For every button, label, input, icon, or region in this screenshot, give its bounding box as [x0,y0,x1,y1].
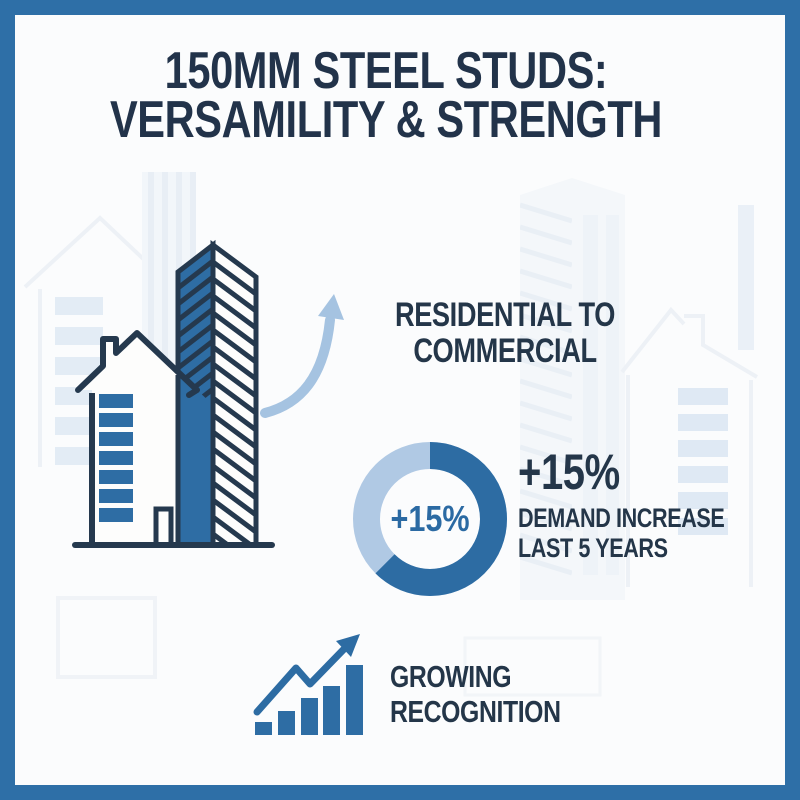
stat-desc-line1: DEMAND INCREASE [518,503,725,533]
watermark-rect-bottom-center [463,636,602,697]
transition-label: RESIDENTIAL TO COMMERCIAL [373,296,637,370]
transition-line-1: RESIDENTIAL TO [394,296,616,334]
title-line-2: VERSAMILITY & STRENGTH [109,91,663,150]
watermark-rect-bottom-left [56,596,157,679]
skyscraper-icon [175,239,259,548]
house-icon [75,330,200,548]
watermark-strip-building [738,205,754,350]
trend-arrow-icon [253,634,360,716]
title-line-1: 150MM STEEL STUDS: [164,42,608,100]
recognition-label: GROWING RECOGNITION [390,659,561,729]
transition-line-2: COMMERCIAL [413,331,597,370]
house-windows [99,394,133,522]
watermark-skyscraper-center [520,178,625,600]
infographic-panel: 150MM STEEL STUDS: VERSAMILITY & STRENGT… [15,15,785,785]
stat-desc-line2: LAST 5 YEARS [518,532,668,563]
stat-value: +15% [518,444,620,500]
demand-stat-block: +15% DEMAND INCREASE LAST 5 YEARS [518,444,725,563]
bar-chart-bars [255,665,363,735]
watermark-house-right [620,306,759,587]
donut-center-label: +15% [390,500,469,540]
house-door [153,506,174,548]
recognition-line-2: RECOGNITION [390,693,561,729]
demand-donut-chart: +15% [353,442,507,596]
growth-bar-chart-icon [253,634,363,735]
house-to-tower-illustration [72,239,344,548]
recognition-line-1: GROWING [390,659,512,694]
page-title: 150MM STEEL STUDS: VERSAMILITY & STRENGT… [89,42,683,150]
donut-dark-segment [353,442,507,596]
curved-up-arrow-icon [260,294,344,418]
